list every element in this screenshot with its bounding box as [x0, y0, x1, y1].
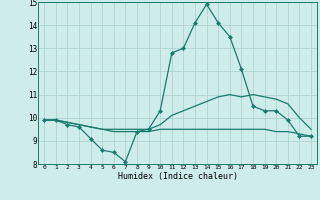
X-axis label: Humidex (Indice chaleur): Humidex (Indice chaleur): [118, 172, 238, 181]
